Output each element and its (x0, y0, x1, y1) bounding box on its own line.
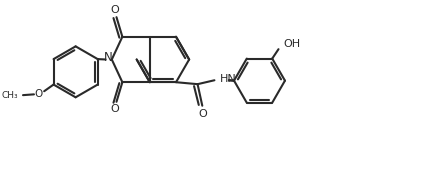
Text: CH₃: CH₃ (1, 91, 18, 100)
Text: O: O (197, 108, 206, 118)
Text: O: O (110, 104, 118, 114)
Text: O: O (35, 89, 43, 99)
Text: O: O (110, 5, 118, 15)
Text: N: N (104, 51, 113, 64)
Text: OH: OH (282, 39, 299, 49)
Text: HN: HN (219, 75, 236, 85)
